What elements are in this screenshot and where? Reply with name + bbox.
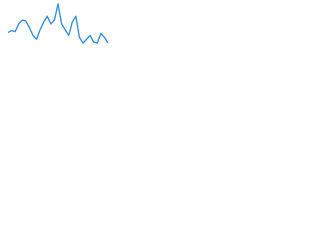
line <box>7 3 109 44</box>
page: {"chart_data": {"type": "line", "color":… <box>0 0 320 45</box>
sparkline <box>7 3 109 44</box>
